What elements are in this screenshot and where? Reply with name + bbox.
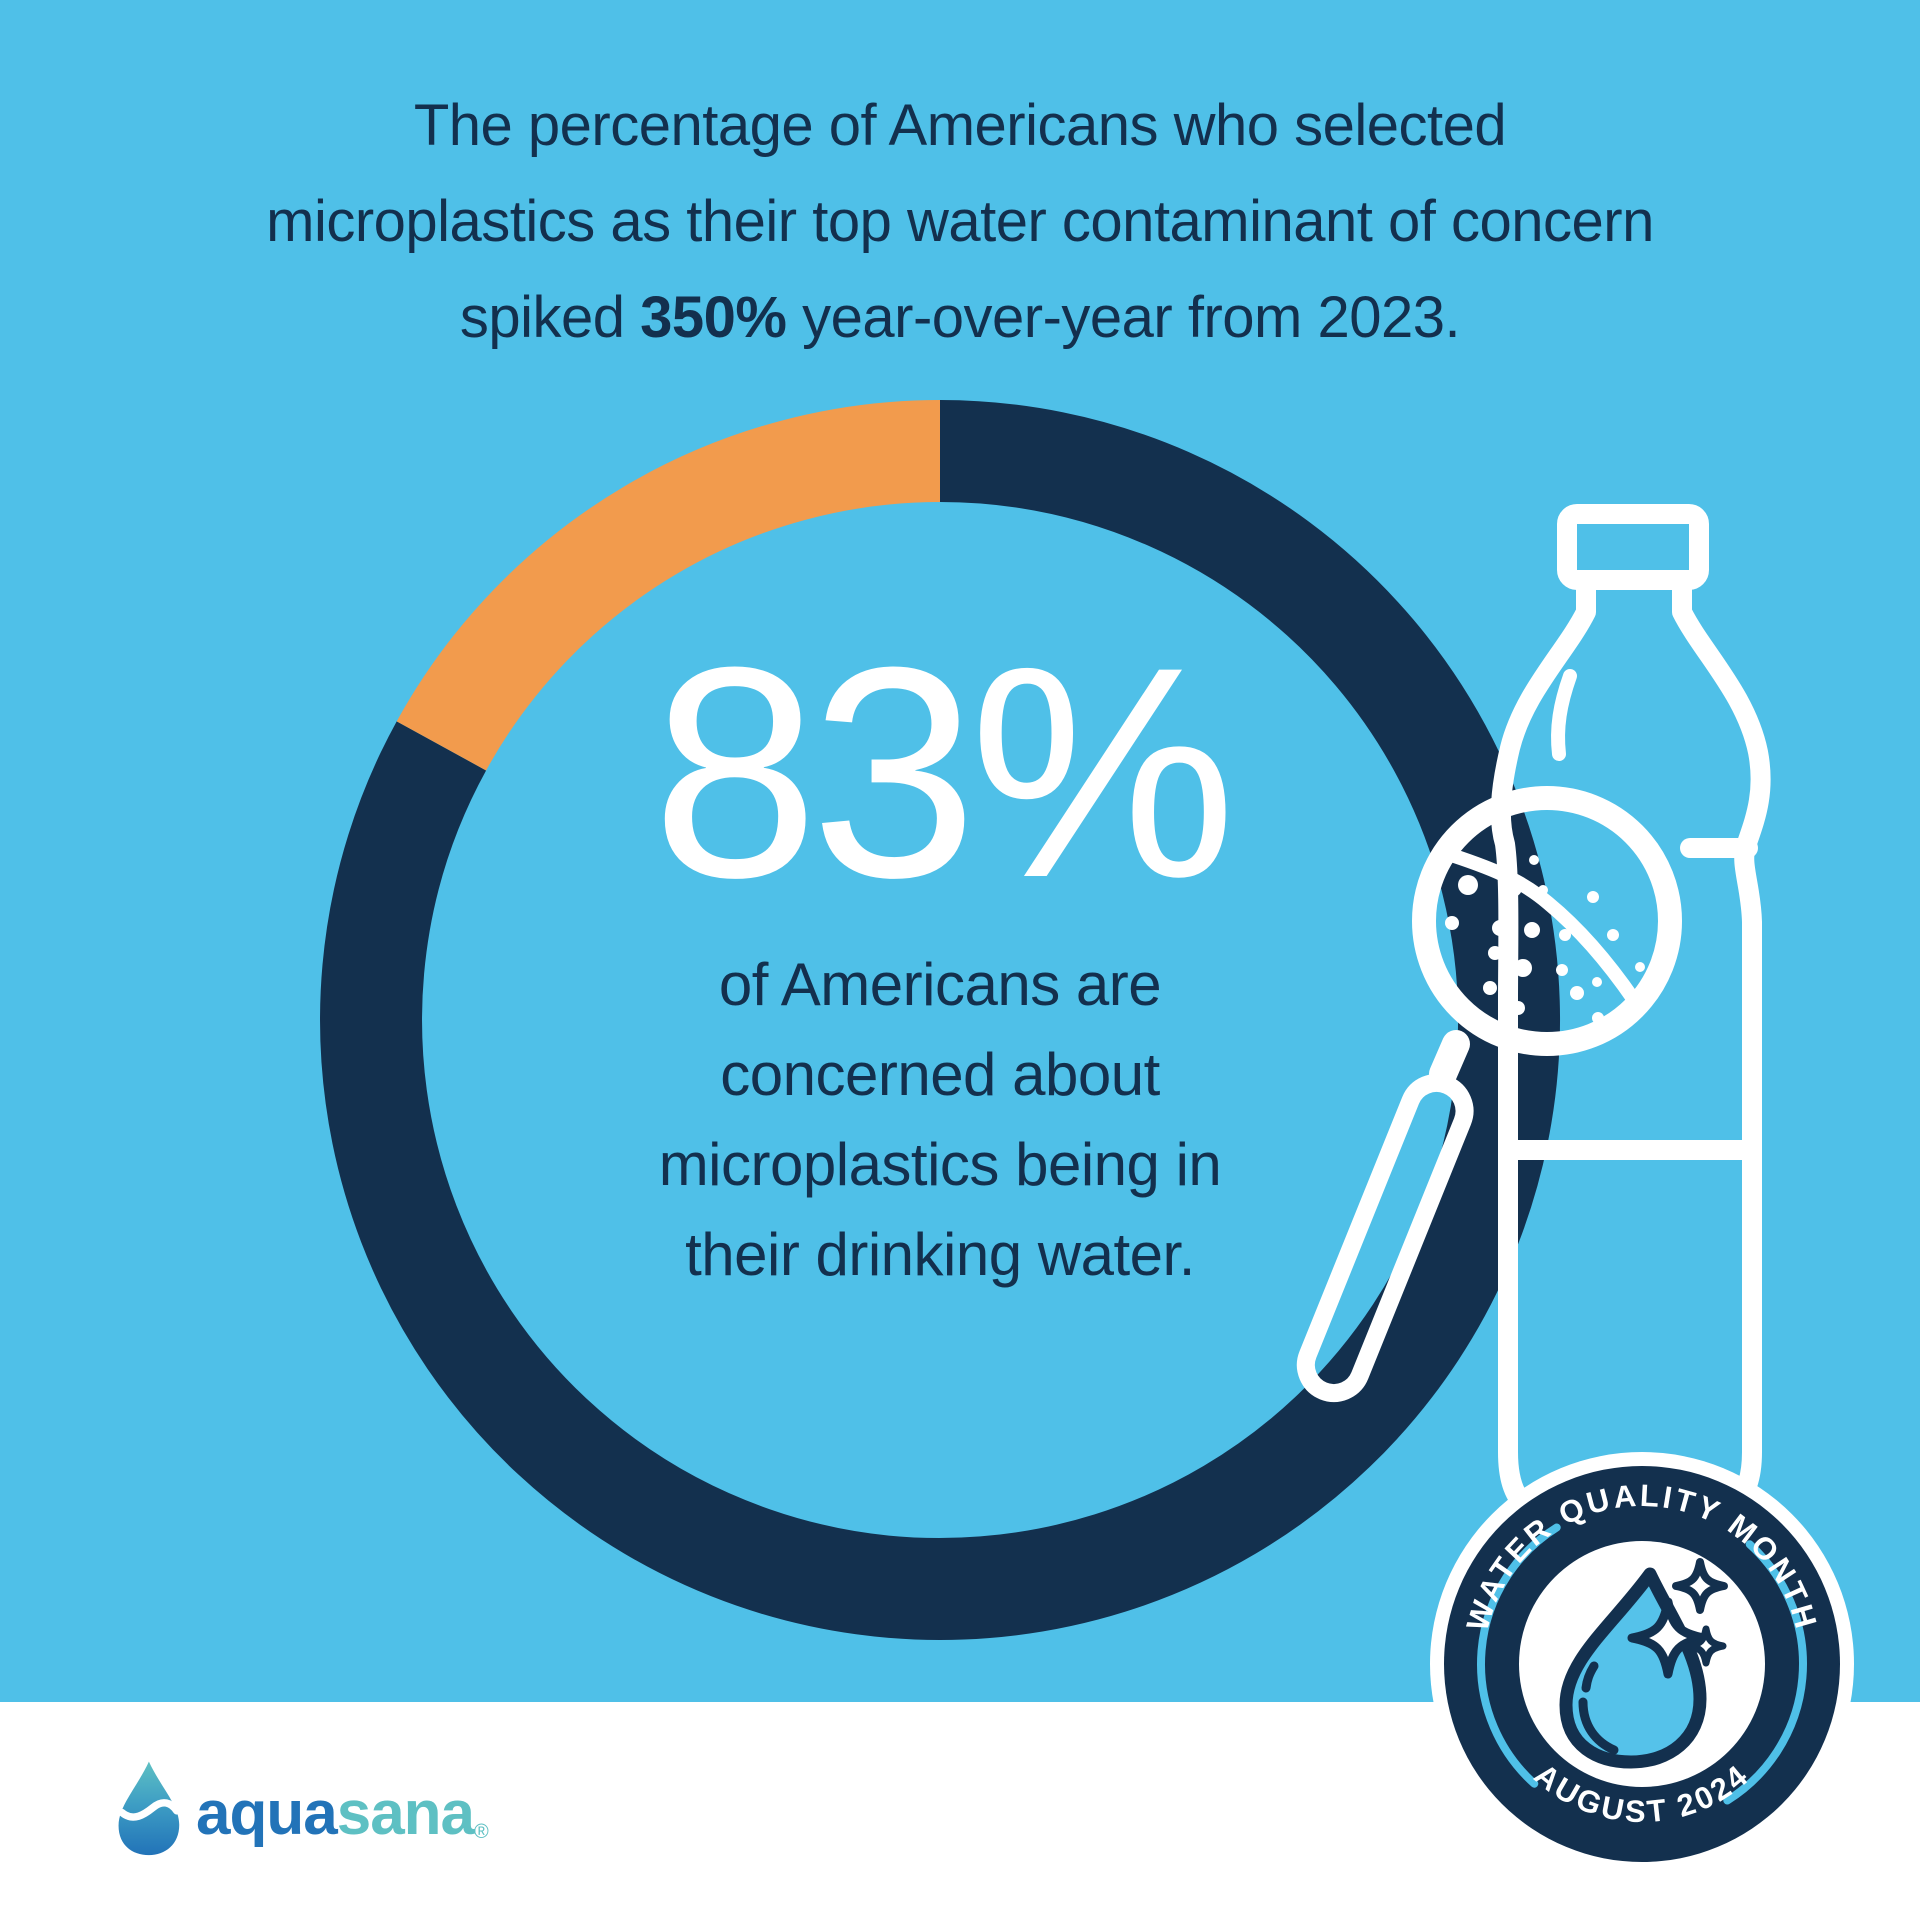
- donut-chart: [320, 400, 1561, 1640]
- bottle-cap: [1557, 504, 1709, 590]
- badge-drop-highlight-small: [1581, 1661, 1599, 1693]
- badge-sparkle-large: [1627, 1597, 1709, 1679]
- microplastic-dots: [1445, 855, 1645, 1024]
- aquasana-logo: aquasana®: [118, 1761, 489, 1856]
- water-quality-badge: WATER QUALITY MONTH AUGUST 2024: [1430, 1452, 1854, 1876]
- badge-sparkle-medium: [1672, 1558, 1728, 1614]
- magnifier-lens: [1412, 786, 1682, 1056]
- aquasana-drop-icon: [118, 1761, 181, 1856]
- donut-caption-line-3: microplastics being in: [658, 1131, 1222, 1198]
- magnifier-collar: [1429, 1030, 1470, 1088]
- bottle-highlight: [1551, 669, 1577, 761]
- donut-segment-concerned: [320, 400, 1561, 1640]
- donut-caption-line-1: of Americans are: [718, 951, 1162, 1018]
- donut-center-text: 83% of Americans are concerned about mic…: [340, 612, 1540, 1300]
- donut-segment-other: [396, 400, 941, 771]
- headline: The percentage of Americans who selected…: [0, 78, 1920, 366]
- bottle-left-side: [1490, 574, 1596, 1531]
- aquasana-wordmark: aquasana®: [196, 1779, 489, 1848]
- donut-caption-line-4: their drinking water.: [685, 1221, 1195, 1288]
- bottle-right-side: [1666, 574, 1771, 1531]
- badge-accent-arc-right: [1723, 1540, 1807, 1805]
- badge-drop-highlight-long: [1578, 1697, 1619, 1755]
- badge-accent-arc-left: [1477, 1523, 1561, 1788]
- magnifier-icon: [1296, 786, 1682, 1403]
- headline-line-1: The percentage of Americans who selected: [413, 93, 1507, 158]
- headline-line-3: spiked 350% year-over-year from 2023.: [0, 270, 1920, 366]
- headline-line-3-suffix: year-over-year from 2023.: [786, 285, 1461, 350]
- donut-caption: of Americans are concerned about micropl…: [340, 940, 1540, 1300]
- magnifier-handle: [1296, 1073, 1474, 1403]
- headline-stat-350: 350%: [640, 285, 787, 350]
- headline-line-3-prefix: spiked: [459, 285, 641, 350]
- badge-sparkle-small: [1685, 1625, 1727, 1667]
- headline-line-2: microplastics as their top water contami…: [266, 189, 1654, 254]
- donut-percent-value: 83%: [651, 604, 1236, 940]
- magnifier-wave-line: [1435, 845, 1641, 1007]
- donut-caption-line-2: concerned about: [720, 1041, 1160, 1108]
